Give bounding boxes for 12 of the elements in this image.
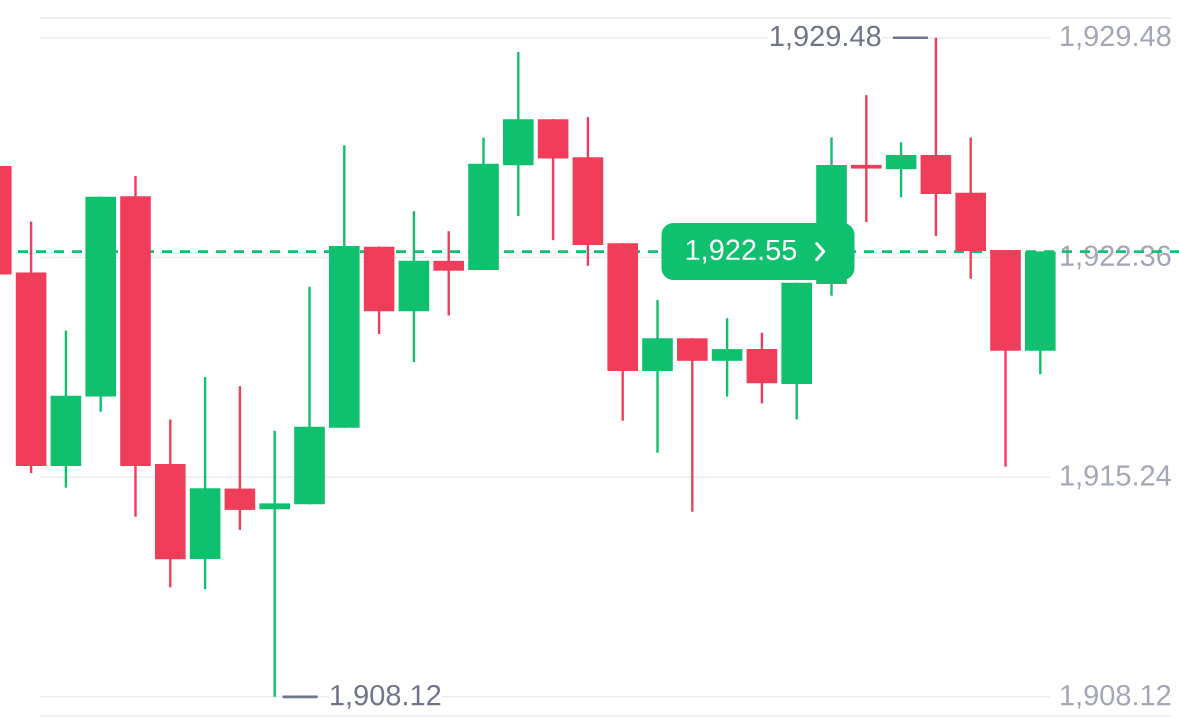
candlestick	[259, 429, 291, 699]
y-tick-label: 1,922.36	[1061, 245, 1171, 270]
candlestick	[433, 230, 465, 317]
ref-line-label: 1,922.55	[686, 239, 797, 264]
candlestick	[711, 317, 743, 398]
y-tick-label: 1,915.24	[1061, 465, 1171, 490]
candlestick	[851, 93, 882, 224]
candlestick	[224, 384, 256, 532]
y-tick-label: 1,929.48	[1061, 25, 1171, 50]
annotation: 1,929.48	[771, 25, 881, 50]
annotation: 1,908.12	[331, 684, 441, 709]
y-tick-label: 1,908.12	[1061, 684, 1171, 709]
